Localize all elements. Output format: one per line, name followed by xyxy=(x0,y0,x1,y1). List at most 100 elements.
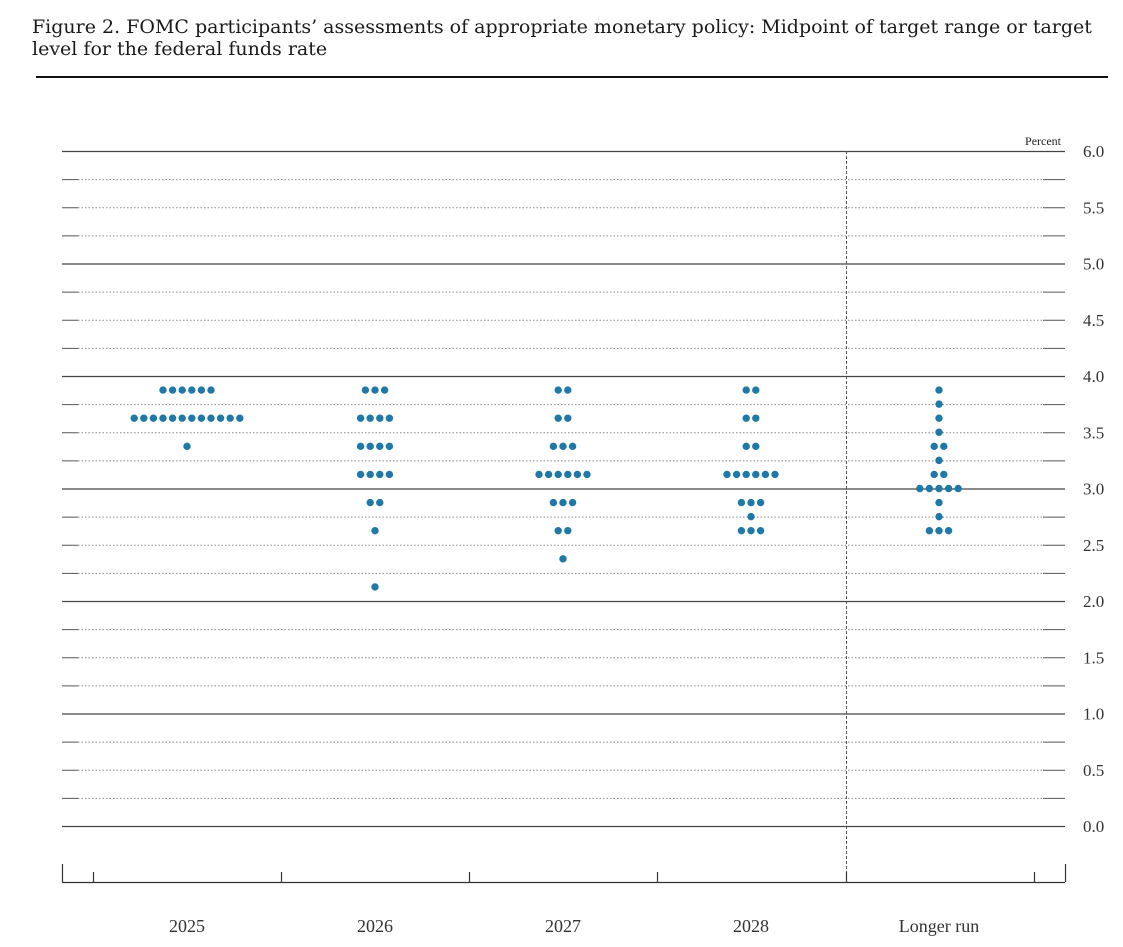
unit-label: Percent xyxy=(1025,134,1062,148)
y-tick-label: 5.0 xyxy=(1083,255,1104,274)
participant-dot xyxy=(925,484,934,493)
participant-dot xyxy=(168,414,177,422)
participant-dot xyxy=(564,414,572,422)
participant-dot xyxy=(178,414,186,422)
participant-dot xyxy=(935,498,943,507)
participant-dot xyxy=(742,470,750,479)
y-tick-label: 3.5 xyxy=(1083,423,1104,442)
participant-dot xyxy=(168,386,177,394)
participant-dot xyxy=(742,442,750,451)
participant-dot xyxy=(380,386,389,394)
participant-dot xyxy=(940,470,948,479)
participant-dot xyxy=(732,470,741,479)
participant-dot xyxy=(130,414,138,422)
participant-dot xyxy=(559,498,567,507)
y-tick-label: 6.0 xyxy=(1083,142,1104,161)
participant-dot xyxy=(564,526,572,535)
x-category-label: 2025 xyxy=(169,916,205,936)
participant-dot xyxy=(935,484,943,493)
participant-dot xyxy=(356,414,365,422)
participant-dot xyxy=(385,470,394,479)
participant-dot xyxy=(159,414,167,422)
participant-dot xyxy=(366,470,374,479)
participant-dot xyxy=(752,442,760,451)
chart-frame xyxy=(61,151,1067,884)
participant-dot xyxy=(752,386,760,394)
participant-dot xyxy=(549,442,558,451)
participant-dot xyxy=(376,470,384,479)
participant-dot xyxy=(385,442,394,451)
y-tick-label: 1.0 xyxy=(1083,705,1104,724)
participant-dot xyxy=(944,526,953,535)
participant-dot xyxy=(737,526,746,535)
participant-dot xyxy=(371,386,379,394)
participant-dot xyxy=(583,470,591,479)
y-tick-label: 1.5 xyxy=(1083,648,1104,667)
participant-dot xyxy=(159,386,167,394)
participant-dot xyxy=(935,428,943,436)
participant-dot xyxy=(930,442,938,451)
participant-dot xyxy=(944,484,953,493)
participant-dot xyxy=(188,386,196,394)
x-category-label: 2026 xyxy=(357,916,393,936)
participant-dot xyxy=(568,442,577,451)
dots xyxy=(130,386,962,591)
participant-dot xyxy=(544,470,553,479)
title-rule xyxy=(36,76,1108,78)
participant-dot xyxy=(752,470,760,479)
participant-dot xyxy=(935,386,943,394)
participant-dot xyxy=(535,470,543,479)
y-tick-label: 3.0 xyxy=(1083,480,1104,499)
participant-dot xyxy=(207,386,215,394)
y-tick-label: 4.5 xyxy=(1083,311,1104,330)
participant-dot xyxy=(747,498,755,507)
participant-dot xyxy=(207,414,215,422)
y-tick-label: 0.5 xyxy=(1083,761,1104,780)
participant-dot xyxy=(723,470,731,479)
participant-dot xyxy=(742,414,750,422)
participant-dot xyxy=(940,442,948,451)
participant-dot xyxy=(935,400,943,408)
y-tick-label: 0.0 xyxy=(1083,817,1104,836)
y-tick-label: 2.0 xyxy=(1083,592,1104,611)
x-category-labels: 2025 2026 2027 2028 Longer run xyxy=(169,916,979,936)
participant-dot xyxy=(554,386,562,394)
participant-dot xyxy=(549,498,558,507)
participant-dot xyxy=(935,512,943,521)
participant-dot xyxy=(568,498,577,507)
participant-dot xyxy=(930,470,938,479)
participant-dot xyxy=(366,498,374,507)
participant-dot xyxy=(376,498,384,507)
participant-dot xyxy=(916,484,924,493)
participant-dot xyxy=(197,386,206,394)
participant-dot xyxy=(178,386,186,394)
x-category-label: 2028 xyxy=(733,916,769,936)
participant-dot xyxy=(140,414,148,422)
participant-dot xyxy=(149,414,158,422)
participant-dot xyxy=(236,414,244,422)
participant-dot xyxy=(559,555,567,563)
participant-dot xyxy=(216,414,225,422)
participant-dot xyxy=(771,470,779,479)
participant-dot xyxy=(756,526,765,535)
participant-dot xyxy=(564,470,572,479)
participant-dot xyxy=(742,386,750,394)
participant-dot xyxy=(554,470,562,479)
participant-dot xyxy=(554,526,562,535)
participant-dot xyxy=(737,498,746,507)
y-tick-labels: 6.0 5.5 5.0 4.5 4.0 3.5 3.0 2.5 2.0 1.5 1.0 0.5 0.0 xyxy=(1083,142,1104,836)
participant-dot xyxy=(564,386,572,394)
participant-dot xyxy=(371,526,379,535)
participant-dot xyxy=(183,442,191,451)
participant-dot xyxy=(752,414,760,422)
participant-dot xyxy=(356,442,365,451)
participant-dot xyxy=(371,583,379,591)
x-category-label: Longer run xyxy=(899,916,979,936)
participant-dot xyxy=(385,414,394,422)
participant-dot xyxy=(756,498,765,507)
participant-dot xyxy=(356,470,365,479)
participant-dot xyxy=(559,442,567,451)
participant-dot xyxy=(935,414,943,422)
participant-dot xyxy=(761,470,770,479)
